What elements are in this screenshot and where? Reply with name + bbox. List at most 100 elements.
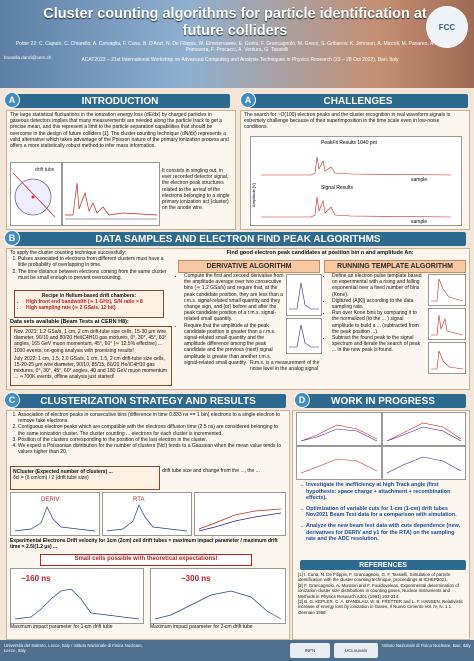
running-item-4: Subtract the found peak to the signal sp… [332, 335, 424, 354]
ncluster-title: NCluster (Expected number of clusters) .… [13, 469, 113, 475]
progress-plot-1 [296, 412, 382, 446]
caption-1cm: Maximum impact parameter for 1-cm drift … [10, 624, 113, 630]
progress-plot-4 [382, 446, 466, 480]
uclouvain-logo-text: UCLouvain [344, 648, 368, 653]
deriv-histogram: DERIV [10, 492, 100, 536]
footer-affiliations-left: Università del Salento, Lecce, Italy / I… [4, 643, 143, 653]
clusterization-steps: Association of electron peaks in consecu… [10, 412, 286, 455]
challenges-title: CHALLENGES [323, 95, 393, 107]
reference-3: [3] B. G. KEPLER, C. A. D'ANDLAU, W. B. … [298, 599, 464, 615]
progress-list: Investigate the inefficiency at high Tra… [298, 482, 464, 543]
annotation-300ns: ~300 ns [181, 574, 211, 583]
references-list: [1] I. Cuna, N. De Filippis, F. Grancagn… [298, 572, 464, 615]
rta-legend: RTA [133, 497, 144, 503]
drift-tube-label: drift tube [35, 167, 55, 173]
cluster-step-4: We expect a Poissonian distribution for … [18, 443, 286, 455]
rms-note: R.m.s. is a measurement of the noise lev… [250, 360, 320, 373]
waveform-plot [62, 162, 160, 226]
jul-2022-dataset: July 2022: 1 cm, 1.5, 2.0 GSa/s, 1 cm, 1… [14, 355, 168, 381]
derivative-item-2: Require that the amplitude at the peak c… [184, 323, 284, 366]
infn-logo: INFN [290, 643, 330, 658]
drift-velocity-text: Experimental Electrons Drift velocity fo… [10, 538, 278, 551]
nov-2021-dataset: Nov. 2021: 1.2 GSa/s, 1 cm, 2 cm drift-t… [14, 329, 167, 354]
clusterization-header: CLUSTERIZATION STRATEGY AND RESULTS [10, 394, 286, 408]
challenges-text: The search for ~O(100) electron peaks an… [244, 112, 451, 131]
cluster-step-3: Position of the clusters corresponding t… [18, 437, 286, 443]
drift-tube-diagram: drift tube [10, 162, 62, 226]
derivative-plot-2 [286, 318, 322, 354]
plot1-title: PeakFit Results 1040 pnt [321, 140, 377, 146]
template-plot-2 [428, 308, 466, 340]
progress-plot-3 [296, 446, 382, 480]
intro-title: INTRODUCTION [81, 95, 159, 107]
clusterization-badge: C [4, 392, 20, 408]
running-template-header: RUNNING TEMPLATE ALGORITHM [324, 260, 466, 273]
progress-item-1: Investigate the inefficiency at high Tra… [306, 482, 464, 502]
recipe-item-2: High sampling rate (≃ 2 GSa/s, 12 bit) [26, 305, 160, 311]
data-step-2: The time distance between electrons comi… [18, 269, 170, 281]
data-step-1: Pulses associated to electrons from diff… [18, 256, 170, 268]
uclouvain-logo: UCLouvain [334, 643, 378, 658]
find-peak-text: Find good electron peak candidates at po… [226, 250, 414, 256]
plot-ylabel: Amplitude [V] [251, 183, 256, 207]
derivative-item-1: Compute the first and second derivative … [184, 273, 284, 323]
reference-2: [2] F. Grancagnolo, A. Muratori and F. F… [298, 582, 459, 599]
data-samples-intro: To apply the cluster counting technique … [10, 250, 127, 256]
rta-histogram: RTA [102, 492, 192, 536]
time-2cm-plot: ~300 ns [150, 568, 286, 624]
template-plot-1 [428, 274, 466, 306]
time-1cm-plot: ~160 ns [10, 568, 144, 624]
progress-title: WORK IN PROGRESS [331, 395, 435, 407]
progress-plot-2 [382, 412, 466, 446]
challenges-badge: A [240, 92, 256, 108]
peakfit-plot: PeakFit Results 1040 pnt sample Signal R… [250, 136, 462, 226]
references-header: REFERENCES [300, 560, 466, 570]
small-cells-box: Small cells possible with theoretical ex… [40, 554, 252, 566]
derivative-plot-1 [286, 274, 322, 316]
contact-email: brunella.danzi@cern.ch [4, 55, 52, 60]
running-template-title: RUNNING TEMPLATE ALGORITHM [337, 263, 453, 270]
derivative-text: Compute the first and second derivative … [176, 273, 284, 366]
poster-title: Cluster counting algorithms for particle… [43, 6, 427, 39]
progress-item-3: Analyze the new beam test data with cuts… [306, 523, 464, 543]
template-plot-3 [428, 342, 466, 374]
ncluster-note: drift tube size and change from the ...,… [162, 468, 260, 474]
recipe-item-1: High front end bandwidth (≃ 1 GHz), S/N … [26, 299, 160, 305]
running-item-1: Define an electron pulse template based … [332, 273, 424, 298]
reference-1: [1] I. Cuna, N. De Filippis, F. Grancagn… [298, 572, 451, 583]
plot1-xlabel: sample [411, 177, 427, 183]
intro-paragraph-1: The large statistical fluctuations in th… [10, 112, 229, 150]
ncluster-formula: δcl = (δ cm/cm) / 2 (drift tube size) [13, 475, 89, 482]
data-samples-header: DATA SAMPLES AND ELECTRON FIND PEAK ALGO… [10, 232, 466, 246]
plot2-title: Signal Results [321, 185, 353, 191]
caption-2cm: Maximum impact parameter for 2-cm drift … [150, 624, 253, 630]
fcc-logo-text: FCC [438, 22, 456, 32]
cluster-step-1: Association of electron peaks in consecu… [18, 412, 286, 424]
intro-header: INTRODUCTION [10, 94, 230, 108]
running-template-text: Define an electron pulse template based … [324, 273, 424, 354]
derivative-title: DERIVATIVE ALGORITHM [206, 263, 292, 270]
data-samples-badge: B [4, 230, 20, 246]
plot2-xlabel: sample [411, 219, 427, 225]
cluster-step-2: Contiguous electron peaks which are comp… [18, 424, 286, 436]
progress-header: WORK IN PROGRESS [300, 394, 466, 408]
references-title: REFERENCES [359, 561, 407, 569]
conference-line: ACAT2022 – 21st International Workshop o… [81, 57, 399, 63]
recipe-title: Recipe in Helium-based drift chambers: [41, 293, 137, 299]
annotation-160ns: ~160 ns [21, 574, 51, 583]
beam-test-title: Data sets available (Beam Tests at CERN … [10, 319, 129, 325]
derivative-header: DERIVATIVE ALGORITHM [178, 260, 320, 273]
intro-badge: A [4, 92, 20, 108]
comparison-plot [194, 492, 286, 536]
data-samples-title: DATA SAMPLES AND ELECTRON FIND PEAK ALGO… [95, 233, 381, 245]
challenges-header: CHALLENGES [248, 94, 468, 108]
clusterization-title: CLUSTERIZATION STRATEGY AND RESULTS [40, 395, 256, 407]
small-cells-text: Small cells possible with theoretical ex… [74, 556, 218, 562]
intro-paragraph-2: It consists in singling out, in ever rec… [162, 168, 230, 212]
footer-affiliations-right: Istituto Nazionale di Fisica Nucleare, B… [382, 643, 471, 648]
fcc-logo: FCC [426, 6, 468, 48]
ncluster-box: NCluster (Expected number of clusters) .… [10, 466, 160, 490]
progress-badge: D [294, 392, 310, 408]
progress-item-2: Optimization of variable cuts for 1-cm (… [306, 506, 464, 519]
deriv-legend: DERIV [41, 497, 59, 503]
